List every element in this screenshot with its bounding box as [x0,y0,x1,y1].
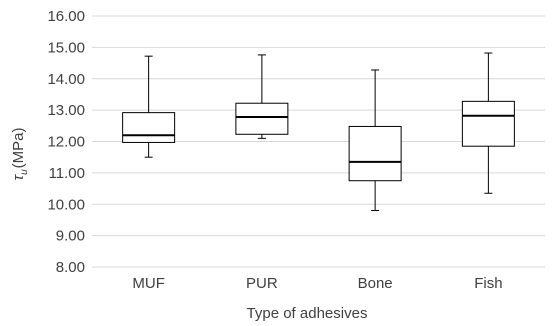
box-fish [461,52,515,194]
iqr-box [461,100,515,147]
y-tick-label: 11.00 [49,165,85,182]
y-tick-label: 9.00 [56,228,85,245]
y-axis-title-subscript: u [19,169,30,175]
box-series [122,52,515,212]
y-axis-title-symbol: τ [10,174,27,181]
y-tick-label: 15.00 [47,39,85,56]
iqr-box [235,102,289,135]
box-pur [235,54,289,139]
y-tick-label: 10.00 [47,196,85,213]
y-axis-tick-labels: 8.00 9.00 10.00 11.00 12.00 13.00 14.00 15.00 16… [47,8,85,276]
x-tick-label: Fish [474,275,502,292]
box-bone [348,69,402,212]
x-tick-label: Bone [358,275,393,292]
iqr-box [122,112,176,143]
y-tick-label: 12.00 [47,134,85,151]
x-axis-tick-labels: MUF PUR Bone Fish [132,275,502,292]
x-tick-label: MUF [132,275,165,292]
y-tick-label: 16.00 [47,8,85,25]
y-tick-label: 14.00 [47,71,85,88]
iqr-box [348,125,402,182]
x-tick-label: PUR [246,275,278,292]
y-tick-label: 13.00 [47,102,85,119]
box-muf [122,55,176,158]
x-axis-title: Type of adhesives [247,305,368,322]
y-axis-title: τu(MPa) [10,127,30,180]
y-axis-title-unit: (MPa) [10,127,27,168]
y-tick-label: 8.00 [56,259,85,276]
